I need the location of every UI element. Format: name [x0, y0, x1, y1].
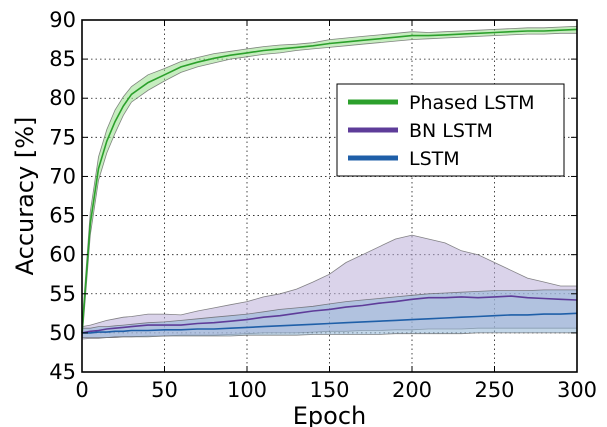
- legend-label-lstm: LSTM: [409, 148, 460, 170]
- x-tick-label: 100: [227, 378, 267, 402]
- legend-label-phased-lstm: Phased LSTM: [409, 92, 534, 114]
- legend-label-bn-lstm: BN LSTM: [409, 120, 493, 142]
- x-tick-label: 150: [309, 378, 349, 402]
- x-tick-label: 50: [151, 378, 178, 402]
- x-tick-label: 200: [392, 378, 432, 402]
- y-axis-ticks: 45 50 55 60 65 70 75 80 85 90: [49, 8, 577, 384]
- confidence-bands: [81, 25, 578, 341]
- bn-lstm-line: [81, 295, 578, 334]
- y-tick-label: 70: [49, 164, 76, 188]
- y-tick-label: 85: [49, 47, 76, 71]
- y-tick-label: 65: [49, 204, 76, 228]
- x-tick-label: 250: [474, 378, 514, 402]
- y-axis-label: Accuracy [%]: [11, 117, 39, 276]
- y-tick-label: 75: [49, 125, 76, 149]
- phased-lstm-line: [81, 28, 578, 333]
- y-tick-label: 55: [49, 282, 76, 306]
- y-tick-label: 45: [49, 360, 76, 384]
- series-lines: [81, 28, 578, 334]
- x-axis-ticks: 0 50 100 150 200 250 300: [75, 20, 597, 402]
- y-tick-label: 60: [49, 243, 76, 267]
- legend: Phased LSTM BN LSTM LSTM: [336, 83, 565, 177]
- y-tick-label: 80: [49, 86, 76, 110]
- lstm-line: [82, 312, 578, 334]
- y-tick-label: 50: [49, 321, 76, 345]
- x-tick-label: 300: [557, 378, 597, 402]
- y-tick-label: 90: [49, 8, 76, 32]
- x-axis-label: Epoch: [293, 402, 367, 427]
- x-tick-label: 0: [75, 378, 88, 402]
